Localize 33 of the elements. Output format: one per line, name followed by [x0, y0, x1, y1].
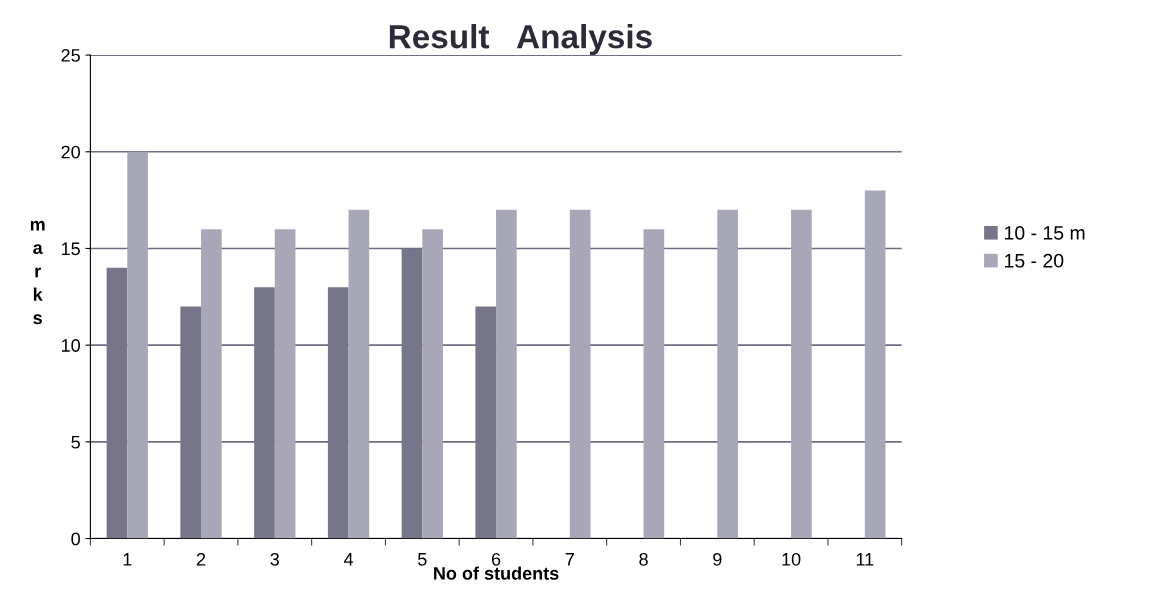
x-tick-label: 4 — [343, 553, 354, 566]
bar — [201, 229, 222, 539]
bar — [569, 209, 591, 539]
bar — [422, 229, 443, 539]
y-tick-label: 10 — [61, 339, 80, 352]
bar — [643, 229, 665, 539]
legend-label: 15 - 20 — [1005, 253, 1064, 268]
x-tick-label: 1 — [123, 553, 132, 566]
x-tick-label: 3 — [270, 552, 280, 566]
y-tick-label: 0 — [71, 532, 80, 546]
legend-label: 10 - 15 m — [1005, 226, 1085, 240]
y-tick-label: 5 — [71, 435, 80, 449]
x-tick-label: 9 — [713, 552, 722, 566]
x-tick-label: 11 — [856, 553, 874, 566]
bar — [274, 229, 296, 539]
bar — [864, 190, 886, 539]
x-tick-label: 10 — [782, 552, 801, 566]
bar — [496, 209, 517, 539]
bar — [791, 209, 812, 539]
y-tick-label: 25 — [61, 49, 80, 62]
bar — [348, 209, 370, 539]
x-tick-label: 8 — [639, 552, 648, 566]
x-tick-label: 5 — [418, 553, 427, 566]
y-tick-label: 15 — [61, 242, 80, 256]
y-tick-label: 20 — [61, 145, 80, 159]
bar — [717, 209, 738, 539]
y-axis-title: marks — [30, 220, 45, 325]
bar — [127, 151, 148, 539]
x-tick-label: 7 — [565, 553, 574, 566]
x-axis-title: No of students — [434, 566, 559, 580]
x-tick-label: 6 — [491, 552, 501, 566]
x-tick-label: 2 — [196, 552, 206, 566]
chart-title: Result Analysis — [389, 24, 652, 56]
